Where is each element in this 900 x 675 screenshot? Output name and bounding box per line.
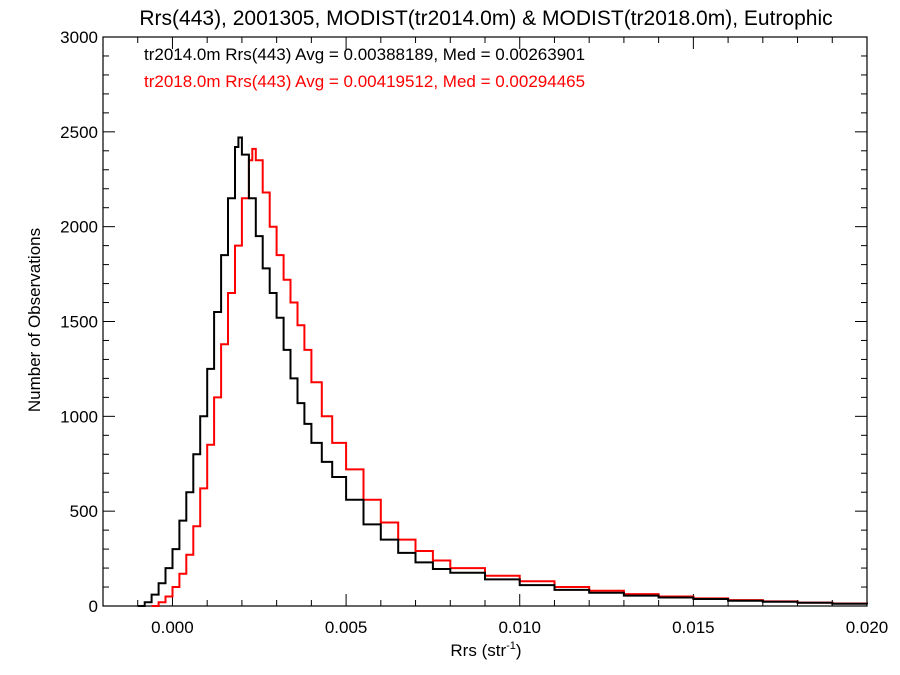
y-tick-label: 2000 xyxy=(60,218,98,237)
y-tick-label: 2500 xyxy=(60,123,98,142)
x-tick-label: 0.020 xyxy=(846,618,889,637)
y-tick-label: 0 xyxy=(89,597,98,616)
y-tick-label: 3000 xyxy=(60,28,98,47)
annotation-1: tr2018.0m Rrs(443) Avg = 0.00419512, Med… xyxy=(144,72,585,91)
plot-frame xyxy=(102,36,868,607)
x-axis-label-main: Rrs (str xyxy=(450,641,506,660)
y-tick-label: 500 xyxy=(70,502,98,521)
series-line-1 xyxy=(151,147,868,607)
x-tick-label: 0.010 xyxy=(498,618,541,637)
x-axis-label-exponent: -1 xyxy=(506,640,516,652)
x-tick-label: 0.000 xyxy=(151,618,194,637)
x-axis-label: Rrs (str-1) xyxy=(450,640,521,660)
y-tick-label: 1500 xyxy=(60,313,98,332)
y-tick-label: 1000 xyxy=(60,407,98,426)
series-line-0 xyxy=(137,136,868,607)
chart-title: Rrs(443), 2001305, MODIST(tr2014.0m) & M… xyxy=(139,7,832,30)
x-tick-label: 0.005 xyxy=(325,618,368,637)
x-tick-label: 0.015 xyxy=(672,618,715,637)
y-axis-label: Number of Observations xyxy=(25,228,44,412)
annotation-0: tr2014.0m Rrs(443) Avg = 0.00388189, Med… xyxy=(144,45,585,64)
x-axis-label-close: ) xyxy=(516,641,522,660)
plot-area: 0 500 1000 1500 2000 2500 3000 0.000 0.005 0.010 0… xyxy=(60,28,888,637)
